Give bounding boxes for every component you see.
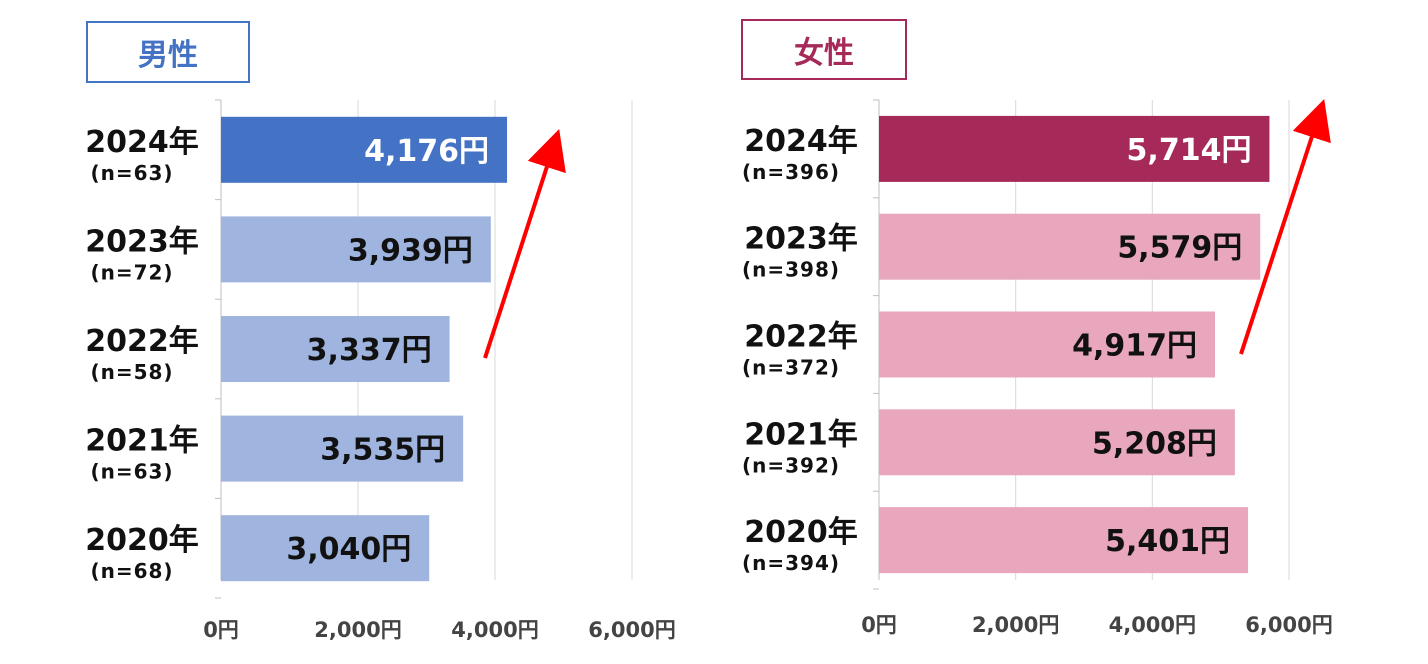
female-tick-label: 4,000円 bbox=[1109, 613, 1196, 637]
male-bar-value-label: 3,535円 bbox=[320, 433, 445, 468]
female-bar-value-label: 5,579円 bbox=[1117, 231, 1242, 266]
male-sample-size-label: (n=63) bbox=[90, 460, 173, 484]
male-sample-size-label: (n=58) bbox=[90, 360, 173, 384]
female-panel-title: 女性 bbox=[741, 19, 907, 80]
male-bar-value-label: 4,176円 bbox=[364, 134, 489, 169]
female-chart: 0円 2,000円 4,000円 6,000円 5,714円 2024年(n=396) 5,… bbox=[742, 98, 1333, 637]
female-category-label: 2021年 bbox=[744, 417, 858, 452]
male-panel-title: 男性 bbox=[86, 21, 250, 83]
female-category-label: 2024年 bbox=[744, 124, 858, 159]
male-sample-size-label: (n=72) bbox=[90, 260, 173, 284]
male-bar-value-label: 3,337円 bbox=[307, 333, 432, 368]
male-category-label: 2021年 bbox=[85, 424, 199, 459]
male-trend-arrow bbox=[483, 128, 566, 359]
female-bar-value-label: 5,208円 bbox=[1092, 426, 1217, 461]
male-category-label: 2023年 bbox=[85, 224, 199, 259]
female-category-label: 2023年 bbox=[744, 222, 858, 257]
female-sample-size-label: (n=394) bbox=[742, 551, 840, 575]
female-category-label: 2022年 bbox=[744, 320, 858, 355]
female-sample-size-label: (n=398) bbox=[742, 258, 840, 282]
male-tick-label: 2,000円 bbox=[314, 618, 401, 642]
male-bar-value-label: 3,040円 bbox=[286, 532, 411, 567]
male-tick-label: 4,000円 bbox=[451, 618, 538, 642]
male-category-label: 2022年 bbox=[85, 324, 199, 359]
female-sample-size-label: (n=396) bbox=[742, 160, 840, 184]
female-trend-arrow bbox=[1239, 98, 1331, 355]
female-bar-value-label: 5,714円 bbox=[1127, 133, 1252, 168]
male-category-label: 2020年 bbox=[85, 523, 199, 558]
female-tick-label: 0円 bbox=[861, 613, 897, 637]
male-bar bbox=[221, 515, 430, 582]
male-sample-size-label: (n=68) bbox=[90, 559, 173, 583]
female-bar bbox=[879, 213, 1261, 280]
male-tick-label: 6,000円 bbox=[588, 618, 675, 642]
female-category-label: 2020年 bbox=[744, 515, 858, 550]
male-chart: 0円 2,000円 4,000円 6,000円4,176円2024年(n=63)3,9… bbox=[85, 99, 676, 642]
female-bar bbox=[879, 311, 1215, 378]
male-tick-label: 0円 bbox=[203, 618, 239, 642]
male-bar-value-label: 3,939円 bbox=[348, 233, 473, 268]
male-category-label: 2024年 bbox=[85, 125, 199, 160]
female-sample-size-label: (n=392) bbox=[742, 453, 840, 477]
female-bar-value-label: 5,401円 bbox=[1105, 524, 1230, 559]
female-bar-value-label: 4,917円 bbox=[1072, 329, 1197, 364]
female-tick-label: 2,000円 bbox=[972, 613, 1059, 637]
female-sample-size-label: (n=372) bbox=[742, 356, 840, 380]
female-bar bbox=[879, 507, 1249, 574]
female-tick-label: 6,000円 bbox=[1245, 613, 1332, 637]
female-bar bbox=[879, 115, 1270, 182]
male-bar bbox=[221, 415, 464, 482]
male-bar bbox=[221, 216, 491, 283]
male-sample-size-label: (n=63) bbox=[90, 161, 173, 185]
male-bar bbox=[221, 116, 508, 183]
female-bar bbox=[879, 409, 1235, 476]
male-bar bbox=[221, 316, 450, 382]
